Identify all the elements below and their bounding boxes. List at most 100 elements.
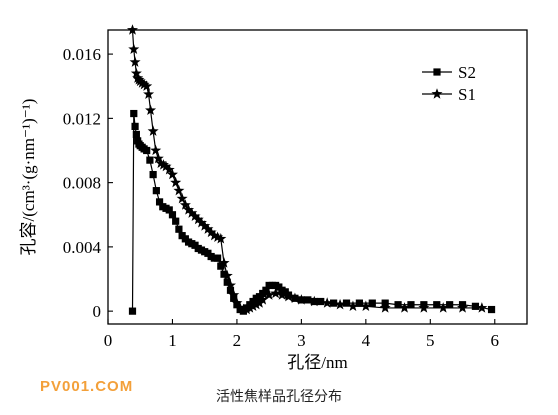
x-tick-label: 3 [297, 331, 306, 350]
data-point-s1 [247, 300, 259, 312]
data-point-s1 [152, 152, 164, 164]
data-point-s1 [195, 216, 207, 228]
x-tick-label: 4 [362, 331, 371, 350]
data-point-s2 [217, 262, 225, 270]
data-point-s1 [228, 289, 240, 300]
data-point-s2 [407, 301, 415, 309]
data-point-s1 [143, 88, 155, 99]
data-point-s2 [487, 305, 496, 314]
data-point-s1 [476, 302, 488, 313]
data-point-s1 [176, 192, 188, 204]
data-point-s1 [179, 199, 191, 210]
data-point-s2 [152, 187, 160, 195]
data-point-s1 [199, 220, 211, 231]
data-point-s1 [192, 213, 204, 225]
data-point-s1 [308, 295, 320, 307]
data-point-s1 [215, 233, 227, 244]
x-axis-title: 孔径/nm [287, 353, 347, 372]
data-point-s1 [321, 297, 333, 308]
data-point-s1 [399, 302, 411, 313]
data-point-s2 [132, 130, 140, 139]
data-point-s2 [230, 294, 238, 302]
data-point-s1 [183, 204, 195, 215]
y-tick-label: 0.008 [63, 174, 101, 193]
data-point-s1 [136, 77, 148, 88]
data-point-s1 [138, 78, 150, 90]
data-point-s1 [157, 159, 169, 170]
x-tick-label: 6 [491, 331, 500, 350]
data-point-s1 [202, 223, 214, 234]
data-point-s1 [282, 290, 295, 302]
data-point-s2 [165, 206, 173, 214]
data-point-s2 [128, 307, 137, 315]
data-point-s2 [226, 286, 235, 294]
data-point-s1 [218, 257, 230, 268]
data-point-s2 [175, 225, 183, 233]
x-tick-label: 0 [104, 331, 113, 350]
y-tick-label: 0.016 [63, 45, 101, 64]
data-point-s1 [166, 168, 178, 180]
data-point-s1 [155, 157, 167, 169]
data-point-s1 [231, 297, 243, 308]
data-point-s1 [295, 294, 307, 305]
data-point-s1 [134, 75, 146, 87]
data-point-s2 [342, 299, 351, 307]
data-point-s1 [212, 231, 224, 242]
data-point-s2 [155, 198, 164, 206]
data-point-s1 [289, 292, 301, 303]
data-point-s1 [241, 303, 253, 315]
data-point-s2 [368, 299, 376, 307]
data-point-s1 [457, 302, 469, 313]
series-s2 [128, 109, 496, 315]
data-point-s1 [250, 298, 262, 310]
data-point-s2 [446, 301, 454, 309]
axes: 0 1 2 3 4 5 6 0 0.004 0.008 0.012 0.016 [63, 29, 528, 350]
legend-item-s2: S2 [422, 63, 476, 82]
data-point-s2 [149, 170, 157, 179]
data-point-s2 [213, 254, 222, 262]
x-tick-label: 5 [426, 331, 435, 350]
data-point-s1 [126, 24, 139, 35]
data-point-s1 [141, 80, 153, 91]
data-point-s1 [437, 302, 449, 313]
data-point-s2 [131, 122, 139, 130]
data-point-s2 [471, 302, 480, 310]
data-point-s2 [317, 297, 325, 306]
data-point-s1 [208, 229, 220, 241]
data-point-s2 [146, 156, 154, 164]
data-point-s2 [330, 299, 338, 307]
data-point-s1 [170, 176, 182, 188]
data-point-s1 [379, 302, 391, 313]
series-s1 [126, 24, 488, 315]
data-point-s1 [257, 294, 269, 305]
data-point-s2 [433, 301, 441, 309]
data-point-s1 [334, 298, 346, 310]
data-point-s1 [173, 184, 185, 196]
data-point-s1 [263, 289, 275, 300]
y-axis-title: 孔容/(cm³·(g·nm⁻¹)⁻¹) [19, 99, 38, 256]
legend-marker-s2 [433, 68, 441, 76]
data-point-s1 [221, 270, 233, 281]
data-point-s1 [347, 300, 359, 312]
data-point-s1 [276, 289, 288, 300]
data-point-s2 [223, 278, 231, 286]
data-point-s1 [224, 279, 236, 291]
plot-frame [107, 29, 528, 325]
figure-caption: 活性焦样品孔径分布 [216, 389, 342, 405]
data-point-s1 [128, 43, 140, 54]
data-point-s1 [145, 104, 157, 116]
data-point-s1 [244, 302, 256, 313]
data-point-s2 [168, 211, 177, 219]
data-point-s1 [186, 207, 198, 218]
watermark: PV001.COM [40, 378, 134, 395]
data-point-s1 [189, 210, 201, 222]
y-tick-label: 0 [93, 302, 102, 321]
data-point-s1 [418, 302, 430, 313]
data-point-s1 [129, 56, 141, 67]
data-point-s1 [360, 300, 372, 312]
data-point-s2 [172, 217, 180, 225]
data-point-s1 [160, 160, 172, 172]
legend-item-s1: S1 [422, 85, 476, 104]
x-tick-label: 2 [233, 331, 242, 350]
